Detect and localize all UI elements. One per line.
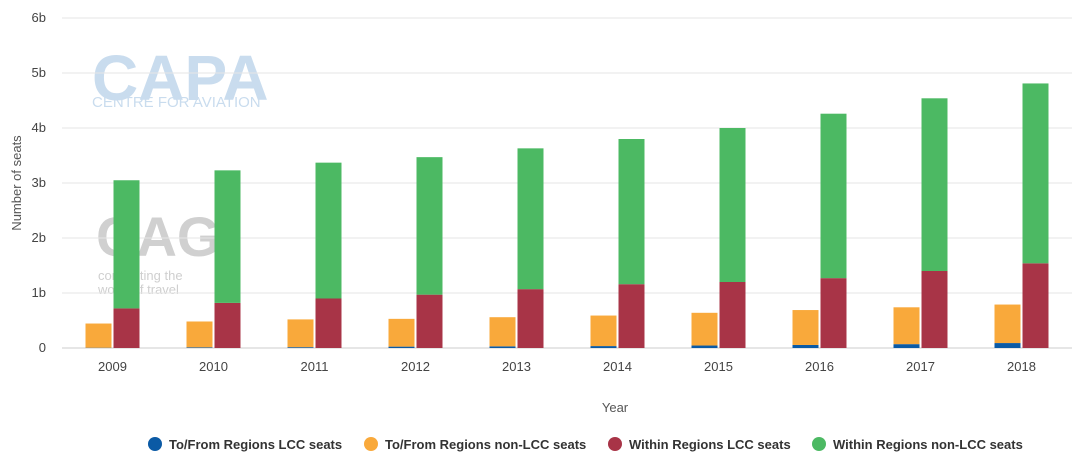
legend-marker <box>364 437 378 451</box>
bar-segment <box>994 304 1021 344</box>
bar-segment <box>691 312 718 346</box>
y-tick-label: 1b <box>32 285 46 300</box>
legend-label[interactable]: To/From Regions LCC seats <box>169 437 342 452</box>
x-tick-label: 2009 <box>98 359 127 374</box>
x-tick-label: 2013 <box>502 359 531 374</box>
bar-segment <box>1022 83 1049 264</box>
bar-segment <box>719 282 746 348</box>
y-tick-label: 2b <box>32 230 46 245</box>
y-tick-label: 5b <box>32 65 46 80</box>
capa-subtitle-watermark: CENTRE FOR AVIATION <box>92 94 261 111</box>
bar-segment <box>893 344 920 348</box>
bar-segment <box>691 345 718 348</box>
y-tick-label: 0 <box>39 340 46 355</box>
x-tick-label: 2018 <box>1007 359 1036 374</box>
legend-marker <box>608 437 622 451</box>
legend-marker <box>148 437 162 451</box>
x-axis-title: Year <box>602 400 629 415</box>
bar-segment <box>792 344 819 348</box>
bar-segment <box>214 302 241 348</box>
bar-segment <box>820 278 847 348</box>
bar-segment <box>618 139 645 285</box>
bar-segment <box>921 98 948 271</box>
bar-segment <box>921 271 948 348</box>
y-tick-label: 6b <box>32 10 46 25</box>
bar-segment <box>416 157 443 295</box>
bar-segment <box>113 180 140 309</box>
y-axis-title: Number of seats <box>9 135 24 231</box>
legend-label[interactable]: Within Regions non-LCC seats <box>833 437 1023 452</box>
x-tick-label: 2010 <box>199 359 228 374</box>
bar-segment <box>287 347 314 348</box>
bar-segment <box>489 346 516 348</box>
y-tick-label: 4b <box>32 120 46 135</box>
bar-segment <box>315 298 342 348</box>
bar-segment <box>517 289 544 348</box>
bar-segment <box>792 310 819 345</box>
bar-segment <box>416 294 443 348</box>
bar-segment <box>186 321 213 348</box>
bar-segment <box>719 128 746 282</box>
bar-segment <box>1022 263 1049 348</box>
bar-segment <box>388 318 415 347</box>
bar-segment <box>214 170 241 303</box>
bar-segment <box>618 284 645 348</box>
x-tick-label: 2011 <box>301 359 329 374</box>
bar-segment <box>186 347 213 348</box>
bar-segment <box>994 343 1021 348</box>
x-tick-label: 2017 <box>906 359 935 374</box>
capa-logo-watermark: CAPA <box>92 42 269 114</box>
legend-marker <box>812 437 826 451</box>
cag-tagline-line1: connecting the <box>98 268 183 283</box>
y-tick-label: 3b <box>32 175 46 190</box>
legend-label[interactable]: Within Regions LCC seats <box>629 437 791 452</box>
legend-label[interactable]: To/From Regions non-LCC seats <box>385 437 586 452</box>
bar-segment <box>820 113 847 279</box>
x-axis-ticks: 2009 2010 2011 2012 2013 2014 2015 2016 2017 2018 <box>98 359 1036 374</box>
bar-segment <box>315 162 342 299</box>
bar-segment <box>287 319 314 348</box>
bar-segment <box>388 346 415 348</box>
x-tick-label: 2014 <box>603 359 632 374</box>
bar-segment <box>85 323 112 348</box>
x-tick-label: 2012 <box>401 359 430 374</box>
bar-segment <box>590 315 617 347</box>
bar-segment <box>517 148 544 290</box>
x-tick-label: 2015 <box>704 359 733 374</box>
bar-segment <box>489 317 516 347</box>
legend: To/From Regions LCC seats To/From Regions… <box>148 437 1023 452</box>
bar-marks <box>85 83 1049 348</box>
bar-segment <box>113 308 140 348</box>
bar-segment <box>590 346 617 348</box>
x-tick-label: 2016 <box>805 359 834 374</box>
y-axis-ticks: 0 1b 2b 3b 4b 5b 6b <box>32 10 46 355</box>
bar-segment <box>893 307 920 345</box>
